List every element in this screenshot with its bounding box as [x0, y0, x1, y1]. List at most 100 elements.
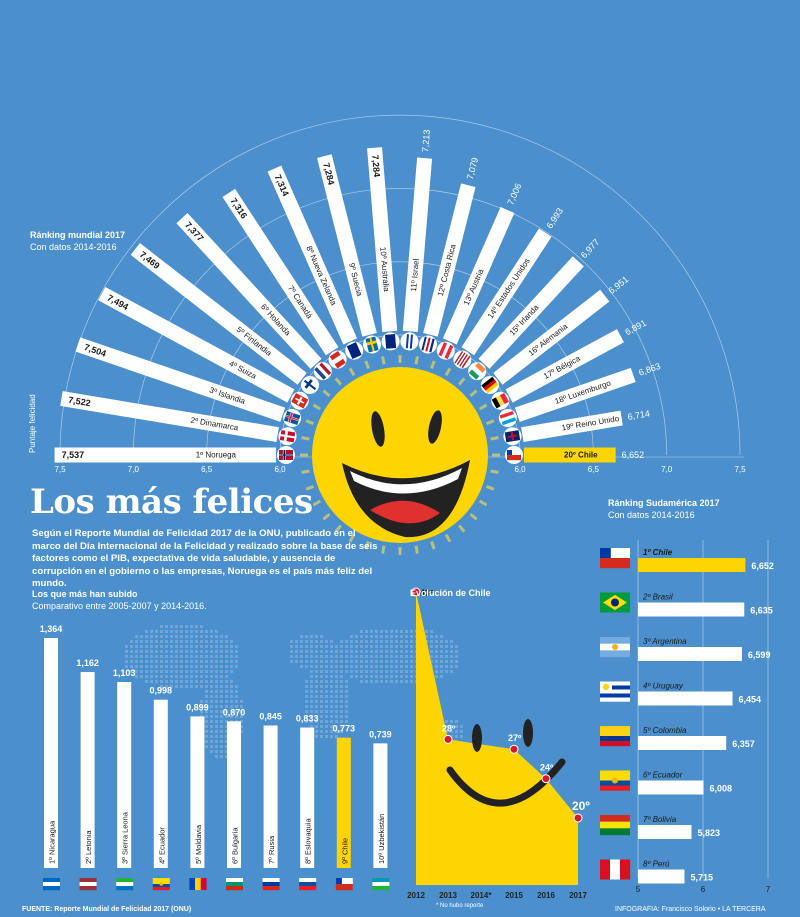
sa-value: 6,652: [751, 561, 774, 571]
riser-bar: [153, 699, 168, 868]
ecuador-flag-icon: [152, 878, 170, 891]
sa-bar: [638, 602, 745, 617]
world-bar: [98, 287, 295, 403]
sa-bar: [638, 558, 746, 572]
chile-point-label: 27º: [508, 733, 522, 743]
world-bar-label: 10º Australia: [378, 247, 391, 293]
world-bar: [514, 367, 636, 422]
sa-bar: [638, 647, 742, 661]
axis-tick-label: 7,5: [54, 465, 66, 474]
sa-value: 5,715: [690, 873, 713, 883]
sa-label: 6º Ecuador: [643, 771, 683, 780]
chile-point: [541, 774, 551, 784]
brazil-flag-icon: [600, 592, 630, 613]
world-bar: [521, 410, 623, 442]
sa-bar: [638, 825, 692, 839]
smiley-face-icon: [300, 355, 500, 555]
world-bar-value: 6,891: [623, 318, 648, 338]
latvia-flag-icon: [79, 878, 97, 891]
finland-flag-icon: [301, 376, 319, 394]
world-bar-value: 7,079: [465, 156, 480, 180]
chile-point: [443, 734, 453, 744]
intro-text: Según el Reporte Mundial de Felicidad 20…: [32, 528, 378, 590]
world-bar-label: 11º Israel: [409, 258, 421, 292]
world-bar: [505, 329, 625, 403]
riser-value: 1,103: [113, 668, 136, 678]
riser-bar: [44, 638, 58, 868]
nicaragua-flag-icon: [43, 878, 60, 891]
riser-value: 0,773: [333, 724, 356, 734]
sa-tick: 6: [701, 885, 706, 894]
world-map-background: [125, 625, 463, 758]
world-bar-value: 7,213: [420, 129, 432, 152]
world-bar: [493, 289, 610, 385]
world-ranking-subtitle: Con datos 2014-2016: [30, 242, 117, 252]
chile-point: [411, 587, 421, 597]
sa-bar: [638, 869, 685, 884]
sa-label: 8º Perú: [643, 860, 670, 869]
riser-label: 2º Letonia: [84, 830, 93, 864]
world-bar-value: 7,006: [505, 182, 523, 207]
chile-year-label: 2012: [407, 891, 425, 900]
sa-label: 1º Chile: [643, 548, 673, 557]
riser-value: 0,833: [296, 714, 319, 724]
riser-label: 3º Sierra Leona: [121, 811, 130, 864]
axis-tick-label: 6,0: [514, 465, 526, 474]
world-bar-value: 7,537: [62, 450, 85, 460]
riser-label: 9º Chile: [340, 838, 349, 864]
axis-tick-label: 7,5: [734, 465, 746, 474]
world-ranking-title: Ránking mundial 2017: [30, 230, 126, 240]
riser-bar: [336, 737, 351, 868]
world-bar: [222, 188, 339, 356]
world-bar: [367, 147, 398, 333]
chile-point-label: 20º: [572, 799, 590, 813]
riser-bar: [227, 721, 241, 868]
world-bar: [317, 154, 377, 337]
riser-value: 0,739: [369, 729, 392, 739]
chile-year-label: 2014*: [471, 891, 493, 900]
axis-tick-label: 7,0: [661, 465, 673, 474]
sa-value: 6,599: [748, 650, 771, 660]
austria-flag-icon: [438, 342, 454, 360]
world-bar-label: 5º Finlandia: [235, 325, 274, 358]
luxembourg-flag-icon: [499, 410, 517, 426]
sa-bar: [638, 736, 727, 750]
world-bar-item: 10º Australia 7,284: [367, 147, 400, 351]
chile-point: [509, 744, 519, 754]
australia-flag-icon: [385, 334, 397, 349]
world-bar-item: 1º Noruega 7,537: [54, 446, 295, 464]
sa-bar: [638, 691, 733, 706]
uk-flag-icon: [504, 430, 521, 443]
world-bar-label: 15º Irlanda: [508, 303, 541, 338]
world-bar-label: 16º Alemania: [527, 322, 570, 358]
iceland-flag-icon: [283, 410, 301, 425]
chile-flag-icon: [335, 878, 353, 891]
axis-arc: [59, 114, 741, 456]
chile-point-label: 28º: [442, 723, 456, 733]
riser-value: 0,998: [150, 686, 173, 696]
axis-tick-label: 6,0: [274, 465, 286, 474]
canada-flag-icon: [329, 350, 346, 369]
riser-value: 0,845: [259, 712, 282, 722]
riser-label: 8º Eslovaquia: [304, 817, 313, 864]
south-america-chart: 5 6 7 1º Chile 6,652 2º Brasil 6,635 3º Argenti…: [600, 540, 774, 894]
chile-year-label: 2017: [569, 891, 587, 900]
world-bar: [130, 243, 307, 385]
chile-evolution-chart: 43º 28º 27º 24º 20º 2012 2013 2014* 2015 2016 2017…: [407, 587, 590, 909]
main-title: Los más felices: [30, 482, 313, 522]
sa-value: 6,008: [710, 784, 733, 794]
uzbekistan-flag-icon: [372, 878, 390, 891]
world-bar-label: 8º Nueva Zelanda: [304, 245, 338, 308]
world-bar-value: 6,714: [627, 408, 651, 422]
chile-point-label: 24º: [540, 763, 554, 773]
germany-flag-icon: [481, 376, 499, 394]
sa-label: 4º Uruguay: [643, 682, 684, 691]
sa-label: 3º Argentina: [643, 637, 687, 646]
sa-value: 5,823: [697, 828, 720, 838]
world-bar: [54, 447, 276, 463]
smiley-eye: [523, 719, 533, 747]
world-bar-label: 20º Chile: [564, 451, 598, 460]
sa-label: 5º Colombia: [643, 726, 687, 735]
